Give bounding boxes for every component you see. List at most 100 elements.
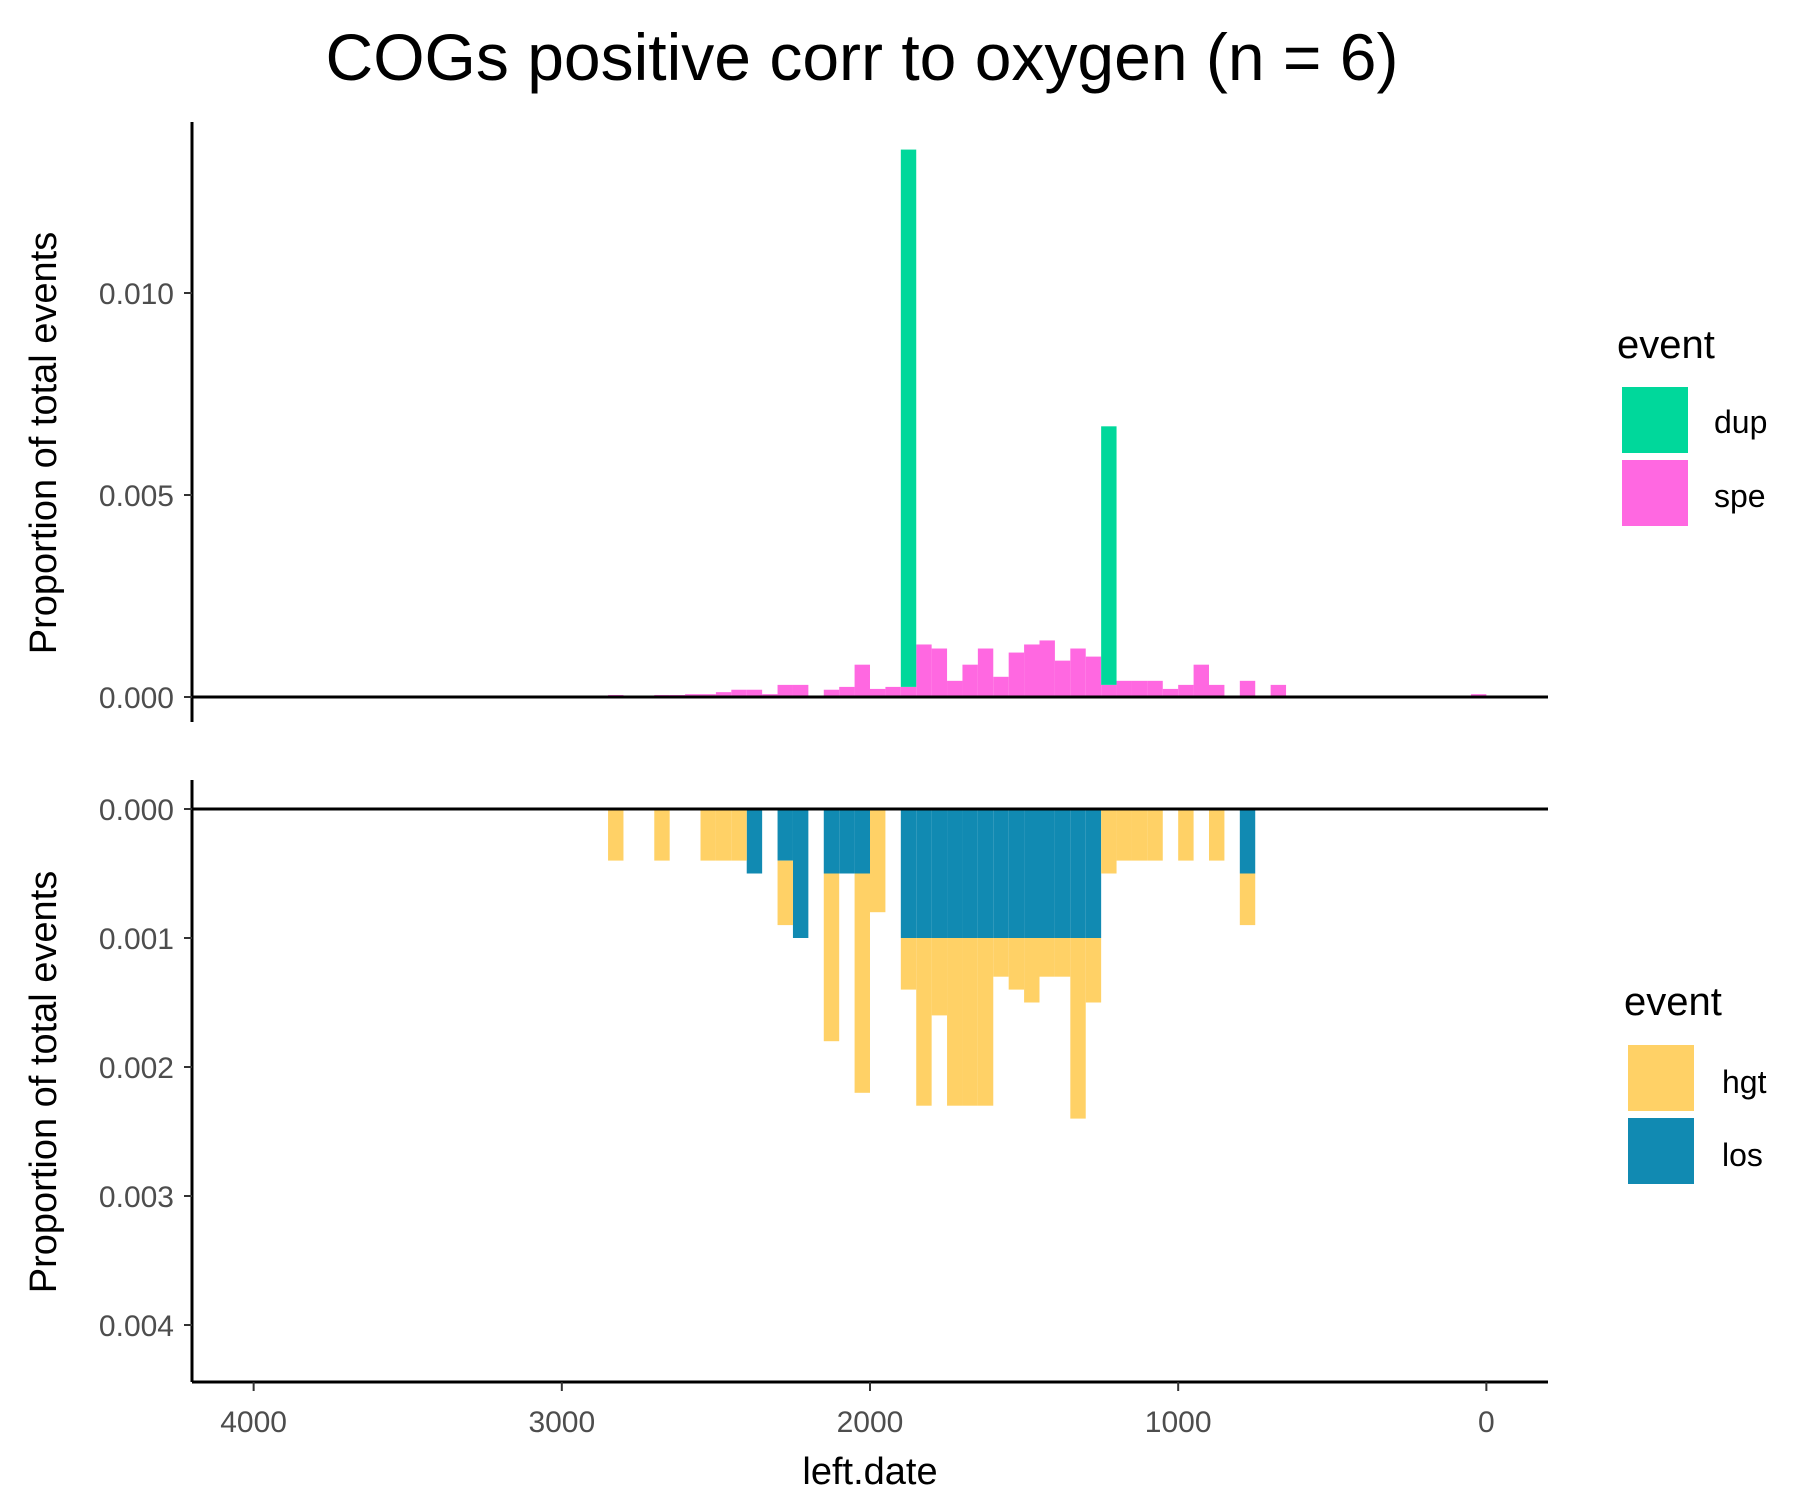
top-bar-spe bbox=[1131, 680, 1148, 697]
top-bar-spe bbox=[854, 664, 870, 697]
bottom-bar-hgt bbox=[1116, 809, 1132, 861]
bottom-y-tick-label: 0.000 bbox=[99, 794, 174, 827]
bottom-bar-hgt bbox=[777, 860, 793, 926]
top-bar-spe bbox=[931, 648, 948, 697]
bottom-bar-hgt bbox=[854, 873, 870, 1093]
top-bar-spe bbox=[1070, 648, 1086, 697]
bottom-bar-hgt bbox=[962, 938, 978, 1106]
legend-label-los: los bbox=[1722, 1137, 1763, 1173]
bottom-bar-hgt bbox=[1070, 938, 1086, 1119]
bottom-bar-hgt bbox=[1209, 809, 1225, 861]
legend-label-hgt: hgt bbox=[1722, 1064, 1767, 1100]
top-bar-spe bbox=[1008, 652, 1025, 697]
bottom-bar-los bbox=[1085, 809, 1102, 938]
top-y-tick-label: 0.005 bbox=[99, 480, 174, 513]
bottom-bar-hgt bbox=[900, 938, 917, 990]
bottom-bar-los bbox=[1054, 809, 1071, 938]
top-y-tick-label: 0.010 bbox=[99, 278, 174, 311]
bottom-bar-los bbox=[900, 809, 917, 938]
legend-swatch-dup bbox=[1622, 387, 1688, 453]
bottom-bar-los bbox=[777, 809, 793, 861]
bottom-bar-los bbox=[947, 809, 963, 938]
bottom-bar-los bbox=[1239, 809, 1256, 874]
legend-swatch-hgt bbox=[1628, 1045, 1694, 1111]
bottom-y-tick-label: 0.004 bbox=[99, 1310, 174, 1343]
x-tick-label: 1000 bbox=[1145, 1406, 1212, 1439]
bottom-bar-hgt bbox=[1085, 938, 1102, 1003]
bottom-y-tick-label: 0.003 bbox=[99, 1181, 174, 1214]
bottom-bar-los bbox=[993, 809, 1009, 938]
top-bar-spe bbox=[839, 686, 855, 697]
bottom-bar-hgt bbox=[700, 809, 716, 861]
bottom-bar-hgt bbox=[870, 809, 886, 913]
bottom-bar-los bbox=[1070, 809, 1086, 938]
bottom-bar-hgt bbox=[931, 938, 948, 1016]
top-bar-spe bbox=[1054, 660, 1071, 697]
x-tick-label: 4000 bbox=[220, 1406, 287, 1439]
top-bar-spe bbox=[777, 684, 793, 697]
top-bar-spe bbox=[1162, 688, 1179, 697]
bottom-y-axis-label: Proportion of total events bbox=[23, 871, 65, 1293]
bottom-bar-los bbox=[792, 809, 809, 938]
bottom-bar-los bbox=[746, 809, 763, 874]
bottom-bar-hgt bbox=[916, 938, 932, 1106]
bottom-bar-hgt bbox=[608, 809, 624, 861]
x-axis-label: left.date bbox=[802, 1451, 937, 1493]
bottom-bar-hgt bbox=[1101, 809, 1117, 874]
top-bar-dup bbox=[900, 149, 917, 687]
top-bar-spe bbox=[1239, 680, 1256, 697]
bottom-legend-title: event bbox=[1624, 980, 1722, 1024]
bottom-bar-los bbox=[1024, 809, 1040, 938]
bottom-bar-los bbox=[823, 809, 840, 874]
top-bar-spe bbox=[900, 686, 917, 697]
bottom-bar-hgt bbox=[1178, 809, 1194, 861]
bottom-bar-hgt bbox=[947, 938, 963, 1106]
top-bar-spe bbox=[1178, 684, 1194, 697]
bottom-bar-los bbox=[916, 809, 932, 938]
top-bar-spe bbox=[977, 648, 994, 697]
top-bar-spe bbox=[1270, 684, 1287, 697]
top-y-ticks: 0.000 0.005 0.010 bbox=[99, 278, 192, 715]
x-tick-label: 0 bbox=[1478, 1406, 1495, 1439]
chart-title: COGs positive corr to oxygen (n = 6) bbox=[326, 20, 1399, 94]
bottom-bar-los bbox=[839, 809, 855, 874]
top-bar-spe bbox=[916, 644, 932, 697]
top-bar-spe bbox=[885, 686, 901, 697]
top-y-axis-label: Proportion of total events bbox=[23, 232, 65, 654]
bottom-bar-los bbox=[1008, 809, 1025, 938]
bottom-bar-hgt bbox=[715, 809, 732, 861]
bottom-bar-los bbox=[977, 809, 994, 938]
top-bar-spe bbox=[1039, 640, 1055, 697]
bottom-panel-bars bbox=[608, 809, 1256, 1119]
bottom-legend: event hgt los bbox=[1624, 980, 1767, 1184]
bottom-bar-hgt bbox=[1008, 938, 1025, 990]
bottom-y-tick-label: 0.001 bbox=[99, 923, 174, 956]
top-panel: 0.000 0.005 0.010 Proportion of total even… bbox=[23, 122, 1548, 722]
bottom-bar-hgt bbox=[731, 809, 747, 861]
top-bar-spe bbox=[1193, 664, 1209, 697]
x-tick-label: 3000 bbox=[528, 1406, 595, 1439]
x-tick-label: 2000 bbox=[837, 1406, 904, 1439]
top-bar-spe bbox=[993, 676, 1009, 697]
bottom-bar-hgt bbox=[1024, 938, 1040, 1003]
bottom-bar-hgt bbox=[823, 873, 840, 1042]
legend-label-spe: spe bbox=[1714, 478, 1766, 514]
bottom-bar-hgt bbox=[1147, 809, 1163, 861]
bottom-bar-hgt bbox=[993, 938, 1009, 977]
legend-label-dup: dup bbox=[1714, 404, 1767, 440]
top-legend-title: event bbox=[1617, 323, 1715, 367]
bottom-panel: 0.000 0.001 0.002 0.003 0.004 4000 3000 2000 10… bbox=[23, 780, 1548, 1493]
bottom-bar-hgt bbox=[1054, 938, 1071, 977]
bottom-y-tick-label: 0.002 bbox=[99, 1052, 174, 1085]
bottom-bar-los bbox=[931, 809, 948, 938]
top-bar-spe bbox=[947, 680, 963, 697]
top-bar-spe bbox=[715, 692, 732, 697]
top-bar-spe bbox=[823, 689, 840, 697]
top-bar-spe bbox=[962, 664, 978, 697]
bottom-bar-los bbox=[962, 809, 978, 938]
bottom-bar-hgt bbox=[654, 809, 670, 861]
bottom-bar-los bbox=[854, 809, 870, 874]
bottom-bar-hgt bbox=[1039, 938, 1055, 977]
top-bar-spe bbox=[1209, 684, 1225, 697]
